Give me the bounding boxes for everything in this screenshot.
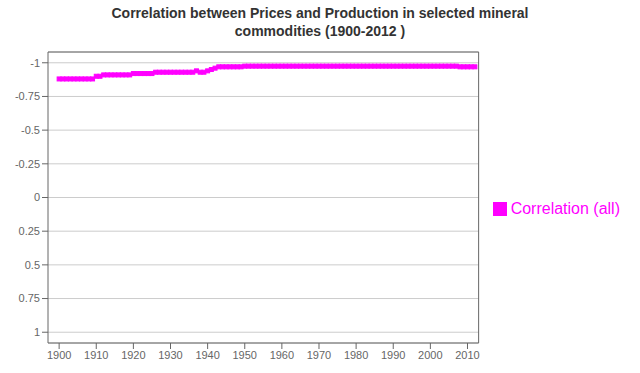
svg-text:2000: 2000 [418, 349, 442, 361]
svg-text:1970: 1970 [307, 349, 331, 361]
svg-text:-0.5: -0.5 [21, 124, 40, 136]
svg-text:1910: 1910 [84, 349, 108, 361]
svg-text:0.25: 0.25 [19, 225, 40, 237]
svg-text:1920: 1920 [121, 349, 145, 361]
svg-text:0.75: 0.75 [19, 292, 40, 304]
svg-text:1900: 1900 [47, 349, 71, 361]
html-text:Correlation between Prices and: Correlation between Prices and Productio… [111, 5, 529, 21]
html-text:Correlation (all): Correlation (all) [510, 199, 620, 217]
svg-text:2010: 2010 [455, 349, 479, 361]
svg-text:1: 1 [34, 326, 40, 338]
svg-text:1940: 1940 [195, 349, 219, 361]
svg-text:1930: 1930 [158, 349, 182, 361]
svg-text:1960: 1960 [270, 349, 294, 361]
svg-text:1990: 1990 [381, 349, 405, 361]
svg-text:1950: 1950 [233, 349, 257, 361]
html-text:commodities (1900-2012 ): commodities (1900-2012 ) [234, 23, 406, 39]
svg-text:0.5: 0.5 [25, 259, 40, 271]
svg-text:1980: 1980 [344, 349, 368, 361]
svg-text:-0.75: -0.75 [15, 90, 40, 102]
svg-text:0: 0 [34, 191, 40, 203]
svg-text:-0.25: -0.25 [15, 158, 40, 170]
svg-text:-1: -1 [30, 57, 40, 69]
